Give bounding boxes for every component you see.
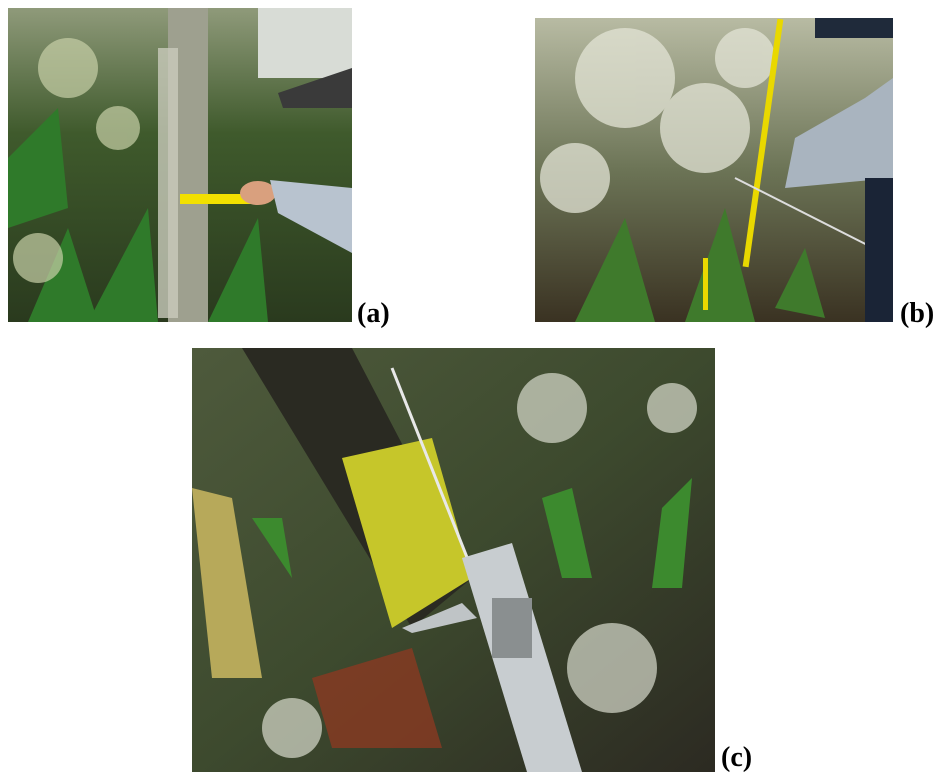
photo-b <box>535 18 893 322</box>
photo-a <box>8 8 352 322</box>
photo-c <box>192 348 715 772</box>
figure: (a) (b) (c) <box>0 0 943 778</box>
panel-label: (a) <box>357 300 390 328</box>
panel-label: (c) <box>721 744 752 772</box>
panel-label: (b) <box>900 300 934 328</box>
